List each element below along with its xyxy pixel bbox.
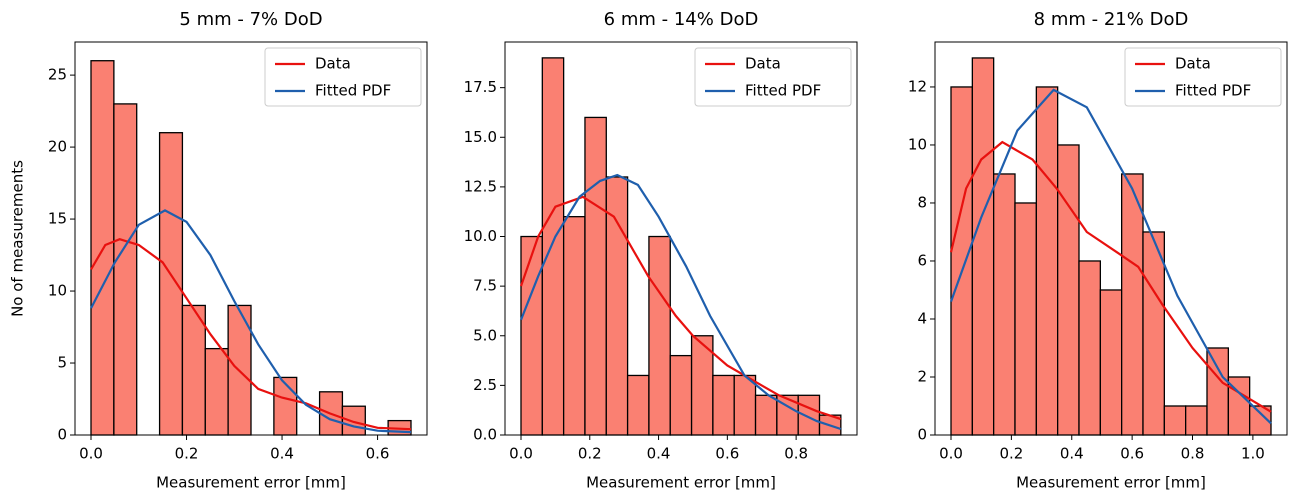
bar (797, 394, 821, 436)
line (90, 209, 412, 434)
legend-label: Fitted PDF (315, 82, 391, 100)
y-tick-label: 0.0 (473, 426, 497, 444)
bar (754, 394, 778, 436)
x-tick-label: 0.2 (175, 445, 199, 463)
legend-label: Fitted PDF (745, 82, 821, 100)
y-tick-label: 10 (908, 135, 927, 153)
bar (626, 374, 650, 436)
bar (1057, 144, 1080, 436)
line (519, 173, 842, 431)
bar (993, 173, 1016, 436)
y-tick-label: 0 (57, 426, 67, 444)
x-tick-label: 0.6 (1120, 445, 1144, 463)
y-tick-label: 10 (48, 282, 67, 300)
bar (584, 116, 607, 436)
bar (971, 57, 995, 436)
line (90, 238, 412, 431)
legend-label: Data (745, 55, 781, 73)
y-tick-label: 15.0 (464, 128, 497, 146)
bar (733, 374, 757, 436)
y-axis-label: No of measurements (9, 160, 27, 317)
axes-frame (74, 41, 428, 436)
line (519, 195, 842, 421)
bar (1014, 202, 1037, 436)
bar (1142, 231, 1165, 436)
bar (1121, 173, 1144, 436)
x-axis-label: Measurement error [mm] (156, 474, 346, 492)
y-tick-label: 12 (908, 77, 927, 95)
bar (605, 176, 629, 436)
bar (1099, 289, 1123, 436)
x-tick-label: 0.2 (999, 445, 1023, 463)
bar (113, 103, 138, 436)
x-tick-label: 0.6 (366, 445, 390, 463)
y-tick-label: 17.5 (464, 78, 497, 96)
y-tick-label: 8 (917, 193, 927, 211)
y-tick-label: 25 (48, 66, 67, 84)
bar (204, 347, 229, 436)
x-tick-label: 1.0 (1241, 445, 1265, 463)
y-tick-label: 2.5 (473, 376, 497, 394)
bar (648, 235, 671, 436)
x-axis-label: Measurement error [mm] (1016, 474, 1206, 492)
bar (1035, 86, 1059, 436)
x-tick-label: 0.4 (647, 445, 671, 463)
axes-frame (504, 41, 858, 436)
x-tick-label: 0.2 (578, 445, 602, 463)
y-tick-label: 12.5 (464, 177, 497, 195)
legend-label: Fitted PDF (1175, 82, 1251, 100)
x-axis-label: Measurement error [mm] (586, 474, 776, 492)
axes-frame (934, 41, 1288, 436)
x-tick-label: 0.8 (1181, 445, 1205, 463)
x-tick-label: 0.8 (784, 445, 808, 463)
line (949, 140, 1272, 413)
bar (541, 57, 565, 436)
chart-title: 8 mm - 21% DoD (1034, 9, 1189, 30)
bar (1078, 260, 1101, 436)
bar (562, 216, 586, 436)
y-tick-label: 7.5 (473, 277, 497, 295)
bar (1163, 405, 1187, 436)
bar (1185, 405, 1208, 436)
y-tick-label: 2 (917, 367, 927, 385)
y-tick-label: 0 (917, 426, 927, 444)
x-tick-label: 0.4 (270, 445, 294, 463)
bar (341, 405, 366, 436)
bar (273, 376, 298, 436)
legend-label: Data (315, 55, 351, 73)
bar (712, 374, 735, 436)
y-tick-label: 4 (917, 309, 927, 327)
y-tick-label: 15 (48, 210, 67, 228)
x-tick-label: 0.0 (509, 445, 533, 463)
x-tick-label: 0.0 (939, 445, 963, 463)
bar (181, 304, 206, 436)
chart-title: 6 mm - 14% DoD (604, 9, 759, 30)
chart-title: 5 mm - 7% DoD (179, 9, 322, 30)
x-tick-label: 0.6 (715, 445, 739, 463)
bar (520, 235, 543, 436)
y-tick-label: 6 (917, 251, 927, 269)
line (949, 88, 1272, 425)
bar (950, 86, 973, 436)
y-tick-label: 5.0 (473, 326, 497, 344)
bar (158, 132, 184, 436)
x-tick-label: 0.4 (1060, 445, 1084, 463)
x-tick-label: 0.0 (79, 445, 103, 463)
legend-label: Data (1175, 55, 1211, 73)
y-tick-label: 10.0 (464, 227, 497, 245)
y-tick-label: 20 (48, 138, 67, 156)
bar (1206, 347, 1229, 436)
bar (669, 354, 693, 436)
y-tick-label: 5 (57, 354, 67, 372)
